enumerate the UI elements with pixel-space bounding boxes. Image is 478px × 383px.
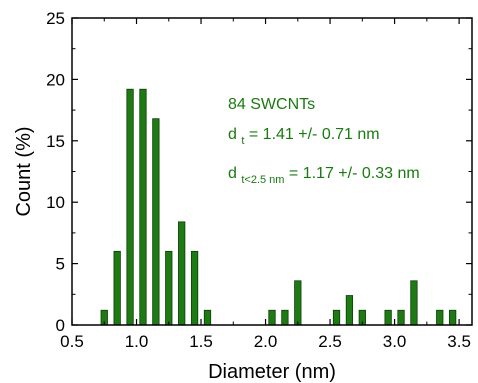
annotation-subset-diameter: d t<2.5 nm = 1.17 +/- 0.33 nm — [228, 165, 420, 187]
histogram-bar — [436, 309, 444, 326]
x-axis-ticks: 0.5 1.0 1.5 2.0 2.5 3.0 3.5 — [60, 18, 471, 351]
x-tick-label: 2.5 — [318, 332, 342, 351]
annotation-subset-subscript: t<2.5 nm — [241, 174, 284, 186]
histogram-bar — [449, 309, 457, 326]
histogram-bar — [268, 309, 276, 326]
y-tick-label: 5 — [56, 255, 65, 274]
annotation-subset-symbol: d — [228, 165, 237, 182]
y-axis-title: Count (%) — [13, 126, 35, 216]
annotation-mean-symbol: d — [228, 126, 237, 143]
y-tick-label: 15 — [46, 132, 65, 151]
histogram-bar — [139, 88, 147, 326]
histogram-bar — [203, 309, 212, 326]
annotation-sample-count: 84 SWCNTs — [228, 96, 315, 113]
histogram-bar — [178, 221, 186, 326]
histogram-bar — [397, 309, 405, 326]
x-tick-label: 3.5 — [447, 332, 471, 351]
x-tick-label: 2.0 — [254, 332, 278, 351]
histogram-bar — [165, 250, 173, 326]
x-axis-title: Diameter (nm) — [208, 361, 336, 383]
annotation-mean-value: = 1.41 +/- 0.71 nm — [249, 126, 380, 143]
histogram-bar — [345, 295, 354, 326]
y-tick-label: 10 — [46, 193, 65, 212]
histogram-bar — [410, 280, 418, 326]
annotation-mean-diameter: d t = 1.41 +/- 0.71 nm — [228, 126, 380, 148]
histogram-bar — [126, 88, 134, 326]
x-tick-label: 1.5 — [189, 332, 213, 351]
x-tick-label: 3.0 — [383, 332, 407, 351]
histogram-bar — [384, 309, 392, 326]
histogram-bar — [152, 118, 160, 326]
histogram-bar — [294, 280, 302, 326]
y-tick-label: 0 — [56, 316, 65, 335]
histogram-bar — [190, 250, 199, 326]
y-tick-label: 25 — [46, 9, 65, 28]
x-tick-label: 1.0 — [125, 332, 149, 351]
histogram-bar — [113, 250, 121, 326]
y-axis-ticks: 0 5 10 15 20 25 — [46, 9, 472, 335]
histogram-bar — [332, 309, 341, 326]
histogram-bar — [281, 309, 289, 326]
x-tick-label: 0.5 — [60, 332, 84, 351]
annotation-subset-value: = 1.17 +/- 0.33 nm — [289, 165, 420, 182]
annotation-mean-subscript: t — [241, 135, 244, 147]
y-tick-label: 20 — [46, 70, 65, 89]
bars-group — [100, 88, 457, 326]
